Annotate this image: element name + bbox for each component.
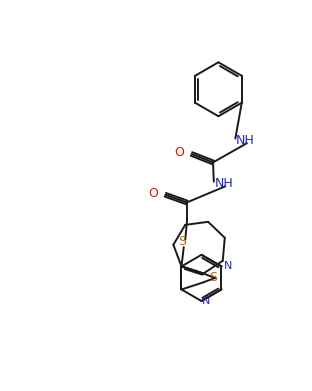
Text: N: N (224, 261, 232, 271)
Text: S: S (209, 271, 217, 284)
Text: N: N (202, 296, 210, 306)
Text: O: O (175, 146, 184, 159)
Text: NH: NH (236, 135, 255, 147)
Text: S: S (178, 235, 186, 248)
Text: NH: NH (215, 178, 233, 190)
Text: O: O (149, 187, 158, 200)
